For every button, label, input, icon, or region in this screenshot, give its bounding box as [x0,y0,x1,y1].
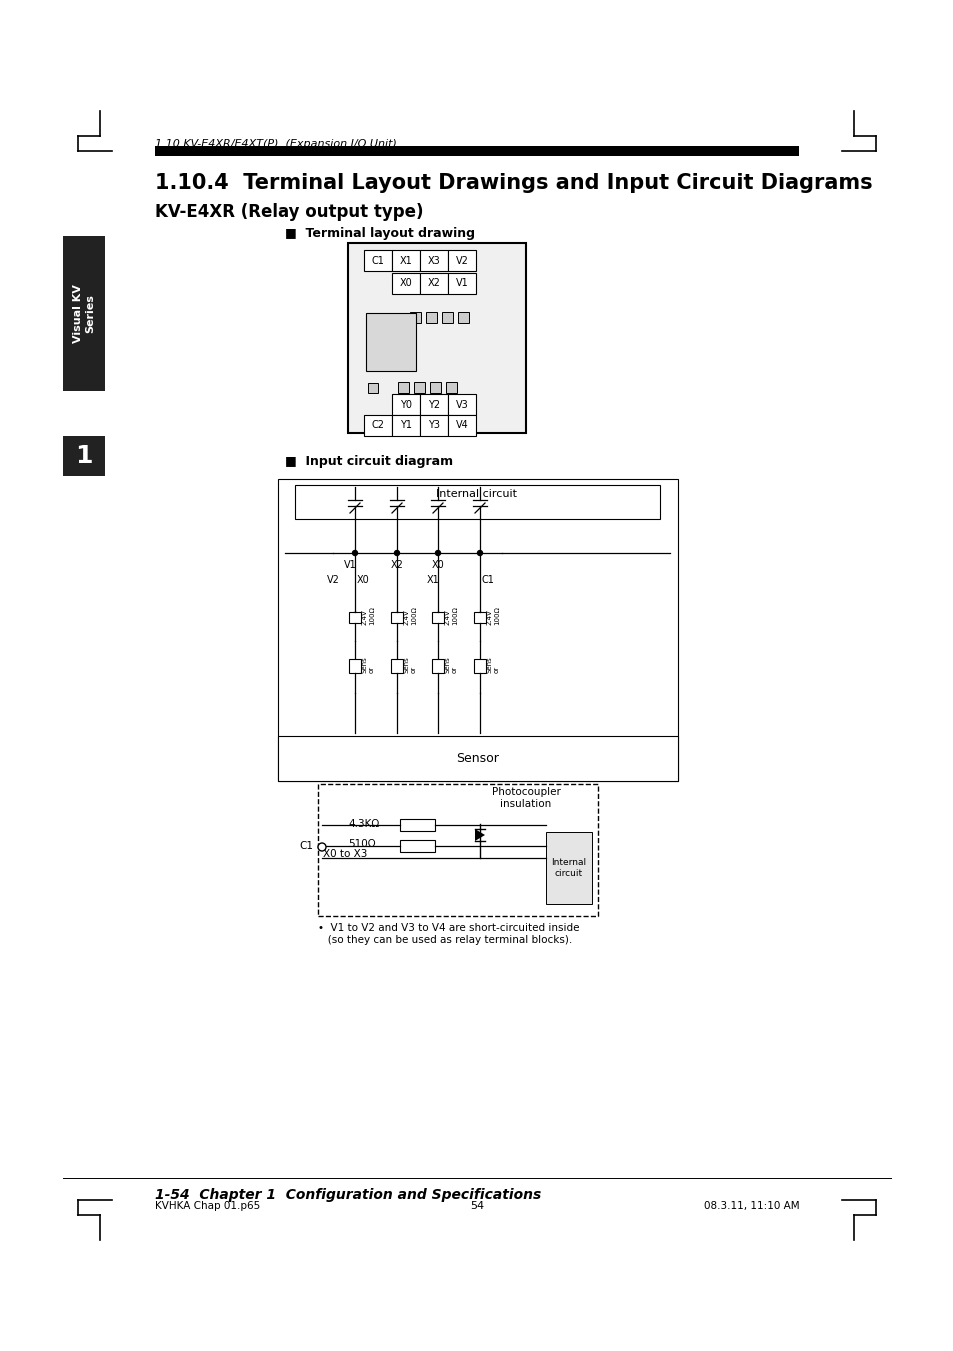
Bar [448,394,476,415]
Text: Sens
or: Sens or [444,657,457,673]
Bar [474,612,485,623]
Circle shape [477,550,482,555]
Bar [399,819,435,831]
Bar [349,612,360,623]
Text: Internal
circuit: Internal circuit [551,858,586,878]
Text: X0: X0 [356,576,369,585]
Text: 2.4V
100Ω: 2.4V 100Ω [361,607,375,626]
Bar [432,612,443,623]
Text: Sens
or: Sens or [486,657,499,673]
Text: KV-E4XR (Relay output type): KV-E4XR (Relay output type) [154,203,423,222]
Text: Sens
or: Sens or [403,657,416,673]
Bar [414,382,424,393]
Bar [432,659,443,673]
Text: Y0: Y0 [399,400,412,409]
Text: V2: V2 [456,255,468,266]
Text: Internal circuit: Internal circuit [436,489,517,499]
Circle shape [435,550,440,555]
Text: •  V1 to V2 and V3 to V4 are short-circuited inside
   (so they can be used as r: • V1 to V2 and V3 to V4 are short-circui… [317,923,578,944]
Text: C2: C2 [371,420,384,431]
Bar [410,312,420,323]
Text: X0: X0 [399,278,412,289]
Bar [392,250,419,272]
Text: 1: 1 [75,444,92,467]
Bar [397,382,409,393]
Text: 54: 54 [470,1201,483,1210]
Text: V2: V2 [326,576,339,585]
Text: V3: V3 [456,400,468,409]
Text: C1: C1 [481,576,494,585]
Bar [448,250,476,272]
Text: 510Ω: 510Ω [348,839,375,848]
Text: 2.4V
100Ω: 2.4V 100Ω [403,607,416,626]
Bar [294,485,659,519]
Bar [545,832,592,904]
Text: C1: C1 [298,842,313,851]
Text: Sens
or: Sens or [361,657,375,673]
Bar [419,394,448,415]
Text: C1: C1 [371,255,384,266]
Bar [364,415,392,436]
Bar [426,312,436,323]
Text: ■  Input circuit diagram: ■ Input circuit diagram [285,455,453,467]
Bar [457,312,469,323]
Bar [391,612,402,623]
Bar [441,312,453,323]
Bar [419,250,448,272]
Circle shape [395,550,399,555]
Text: ■  Terminal layout drawing: ■ Terminal layout drawing [285,227,475,240]
Bar [392,273,419,295]
Circle shape [317,843,326,851]
Bar [392,415,419,436]
Bar [348,243,525,434]
Text: 1.10 KV-E4XR/E4XT(P)  (Expansion I/O Unit): 1.10 KV-E4XR/E4XT(P) (Expansion I/O Unit… [154,139,396,149]
Text: 4.3KΩ: 4.3KΩ [348,819,379,830]
Bar [364,250,392,272]
Bar [317,784,598,916]
Text: Y1: Y1 [399,420,412,431]
Text: V1: V1 [456,278,468,289]
Text: X2: X2 [427,278,440,289]
Text: Visual KV
Series: Visual KV Series [73,285,94,343]
Polygon shape [475,830,484,842]
Bar [366,313,416,372]
Text: X0 to X3: X0 to X3 [323,848,367,859]
Bar [392,394,419,415]
Text: V4: V4 [456,420,468,431]
Bar [419,273,448,295]
Text: 1.10.4  Terminal Layout Drawings and Input Circuit Diagrams: 1.10.4 Terminal Layout Drawings and Inpu… [154,173,872,193]
Circle shape [352,550,357,555]
Text: X1: X1 [399,255,412,266]
Text: Y3: Y3 [428,420,439,431]
Text: X0: X0 [431,561,444,570]
Bar [63,436,105,476]
Bar [448,273,476,295]
Bar [448,415,476,436]
Text: X3: X3 [427,255,440,266]
Bar [446,382,456,393]
Text: X2: X2 [390,561,403,570]
Text: 08.3.11, 11:10 AM: 08.3.11, 11:10 AM [703,1201,800,1210]
Text: Y2: Y2 [428,400,439,409]
Text: X1: X1 [426,576,439,585]
Bar [63,236,105,390]
Text: 1-54  Chapter 1  Configuration and Specifications: 1-54 Chapter 1 Configuration and Specifi… [154,1188,540,1202]
Bar [399,840,435,852]
Text: 2.4V
100Ω: 2.4V 100Ω [444,607,457,626]
Bar [277,480,678,781]
Bar [391,659,402,673]
Bar [154,146,799,155]
Text: 2.4V
100Ω: 2.4V 100Ω [486,607,499,626]
Bar [419,415,448,436]
Bar [349,659,360,673]
Bar [430,382,440,393]
Text: V1: V1 [343,561,356,570]
Text: Sensor: Sensor [456,753,499,766]
Text: KVHKA Chap 01.p65: KVHKA Chap 01.p65 [154,1201,260,1210]
Bar [474,659,485,673]
Bar [368,382,377,393]
Text: Photocoupler
insulation: Photocoupler insulation [491,788,559,809]
Bar [277,736,678,781]
